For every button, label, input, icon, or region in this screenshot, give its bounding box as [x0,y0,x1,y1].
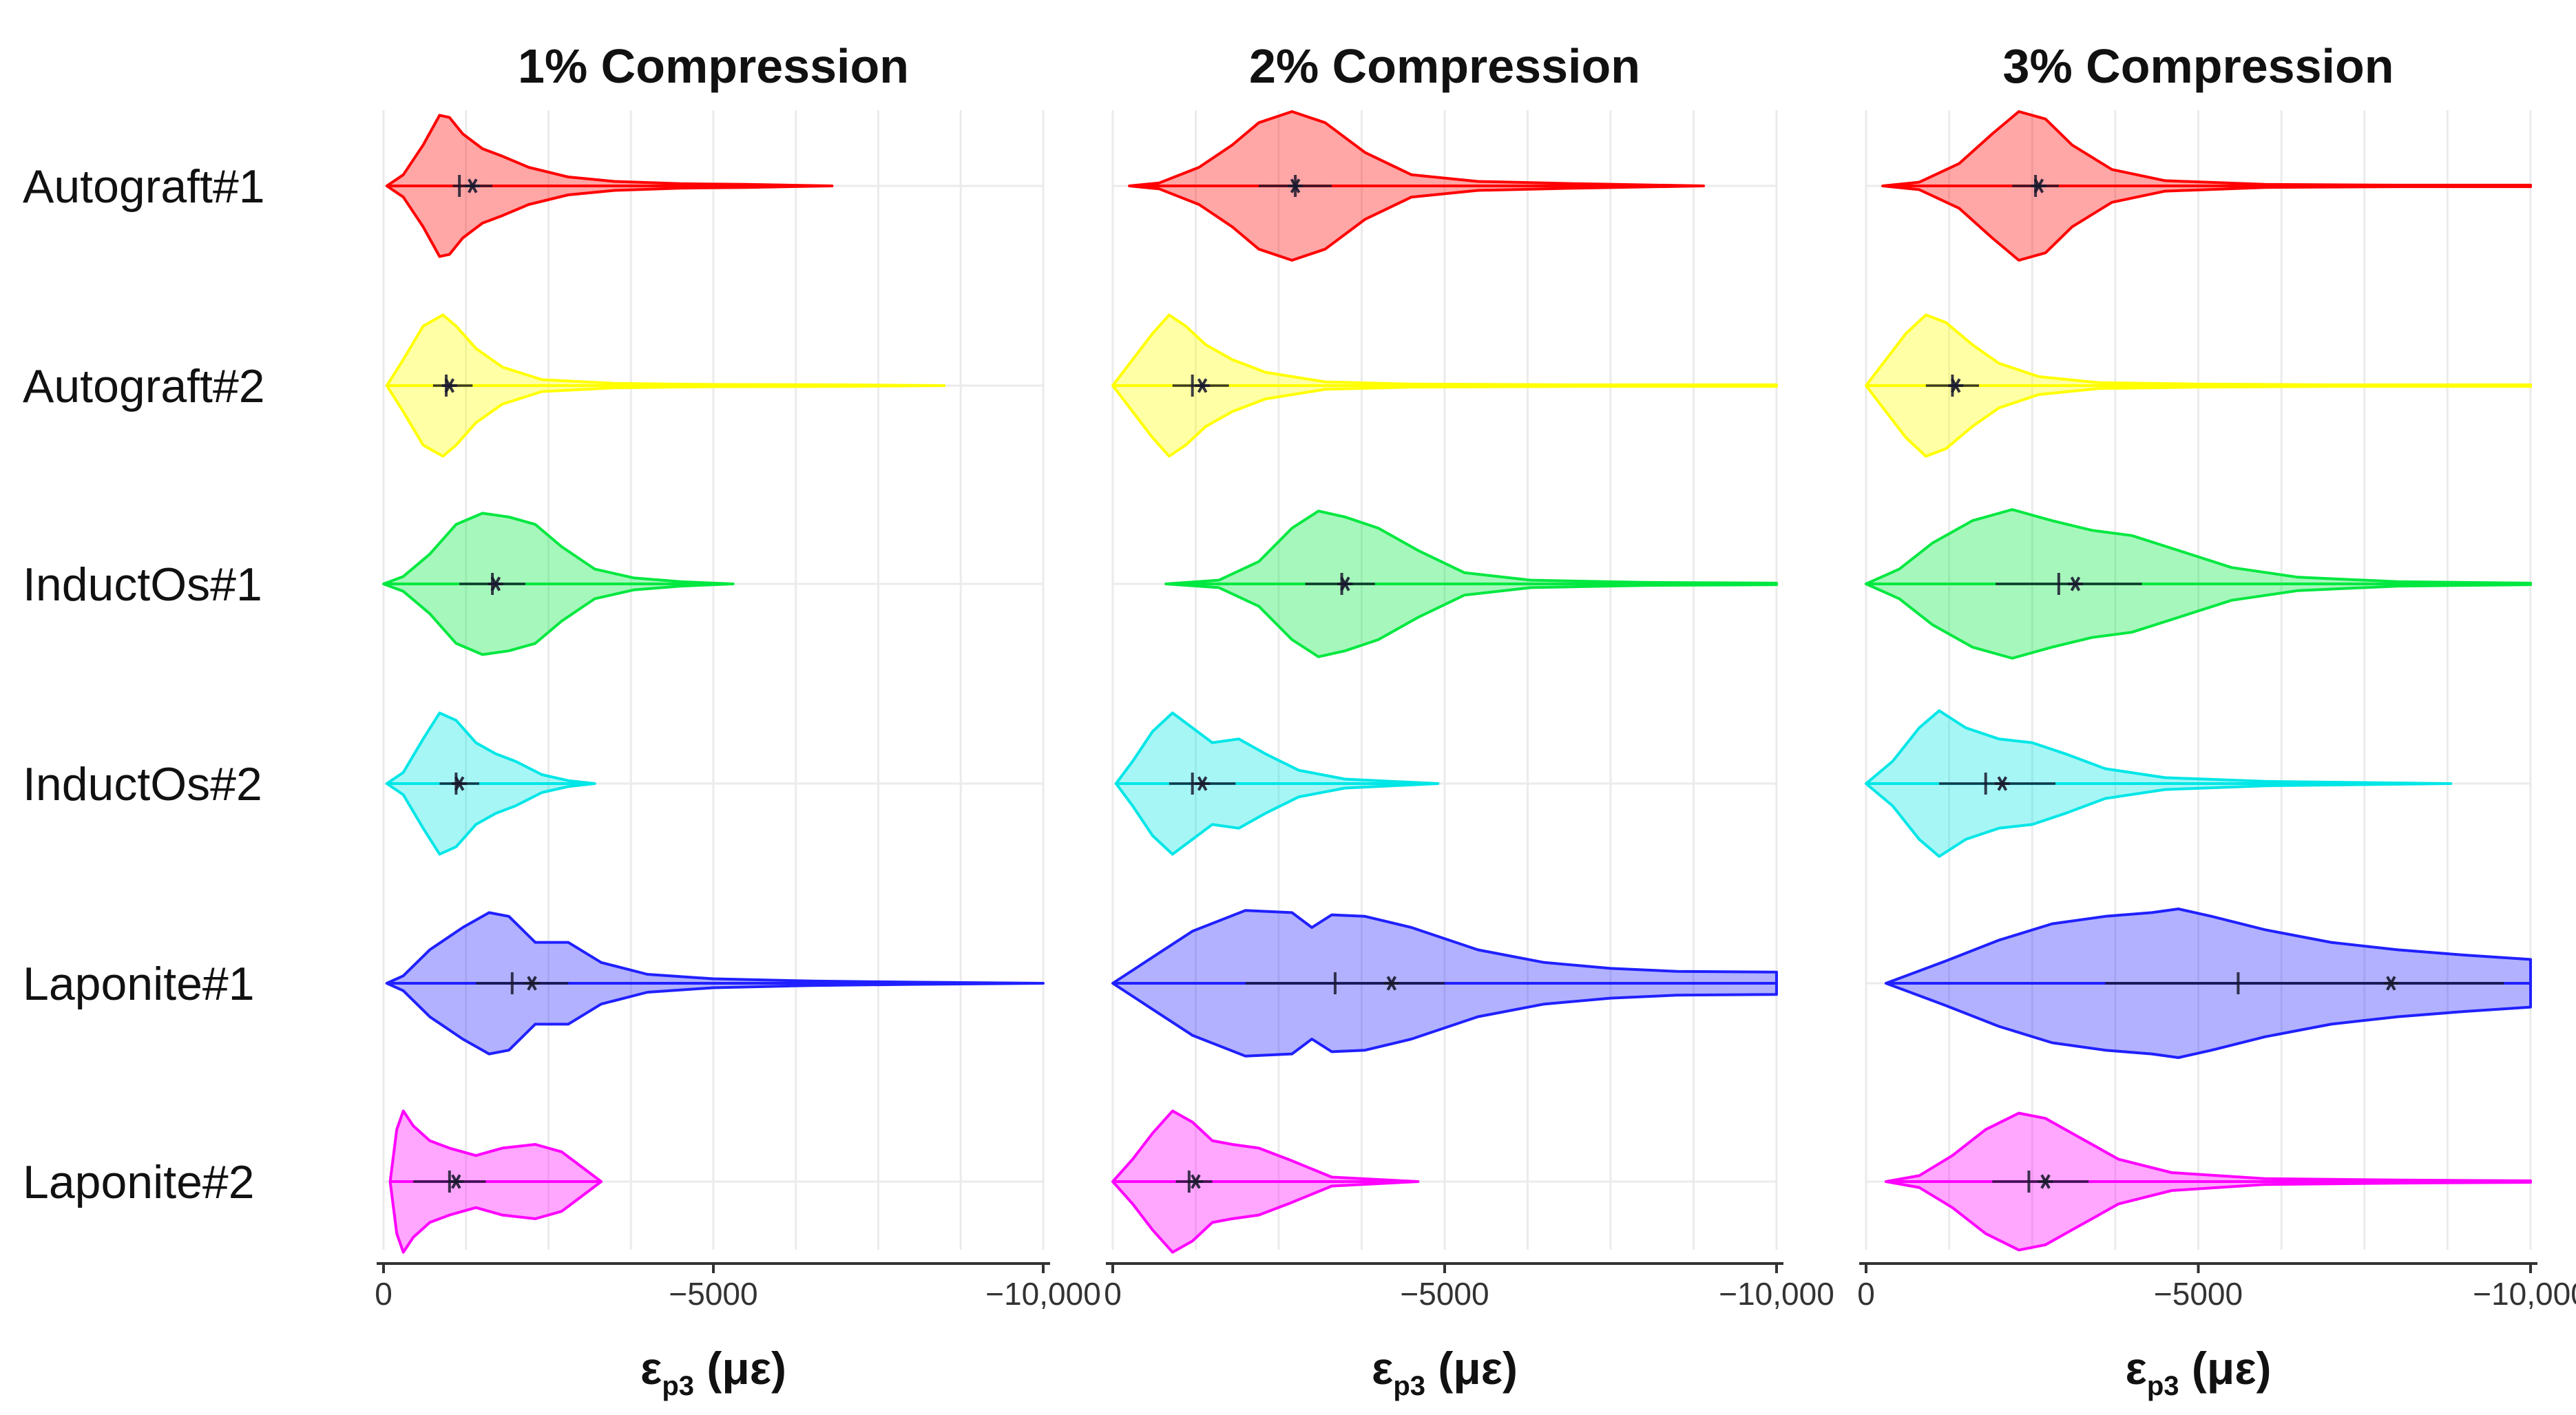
x-axis: 0 −5000 −10,000 [375,1262,1101,1312]
violin-laponite-2 [1884,1111,2532,1252]
mean-marker [488,576,503,591]
panel-3-compression: 3% Compression 0 −5000 −10,000 εp3 (με) [1857,39,2576,1401]
row-label-laponite-2: Laponite#2 [23,1156,255,1208]
violin-autograft-2 [1111,313,1778,458]
row-labels: Autograft#1 Autograft#2 InductOs#1 InductOs… [23,160,265,1208]
x-axis: 0 −5000 −10,000 [1857,1262,2576,1312]
x-tick-label: −10,000 [1719,1276,1834,1312]
panel-title: 3% Compression [2003,39,2394,93]
violin-autograft-1 [1881,110,2532,262]
mean-marker [2038,1174,2053,1189]
x-tick-label: −5000 [669,1276,757,1312]
row-label-laponite-1: Laponite#1 [23,958,255,1010]
violin-autograft-2 [385,313,946,458]
x-tick-label: −5000 [1400,1276,1489,1312]
mean-marker [1195,378,1211,393]
row-label-inductos-1: InductOs#1 [23,558,262,611]
mean-marker [2031,178,2046,193]
violin-autograft-1 [1128,110,1705,262]
x-tick-label: 0 [1857,1276,1875,1312]
mean-marker [2383,976,2399,991]
mean-marker [452,776,468,791]
violin-inductos-1 [1164,510,1778,658]
x-tick-label: 0 [1104,1276,1122,1312]
panel-title: 2% Compression [1249,39,1640,93]
x-tick-label: 0 [375,1276,392,1312]
mean-marker [441,378,457,393]
x-tick-label: −10,000 [2473,1276,2576,1312]
mean-marker [1288,178,1303,193]
x-axis-label: εp3 (με) [2125,1343,2271,1401]
x-axis-label: εp3 (με) [640,1343,786,1401]
violin-laponite-2 [388,1109,603,1254]
row-label-autograft-1: Autograft#1 [23,160,265,213]
row-label-autograft-2: Autograft#2 [23,360,265,412]
mean-marker [1188,1174,1204,1189]
violin-laponite-1 [385,911,1045,1056]
mean-marker [2067,576,2083,591]
mean-marker [1383,976,1399,991]
x-tick-label: −10,000 [985,1276,1101,1312]
violin-autograft-2 [1865,313,2532,458]
violin-laponite-2 [1111,1109,1420,1254]
mean-marker [524,976,540,991]
violin-autograft-1 [385,114,834,258]
violin-laponite-1 [1884,908,2532,1059]
violin-inductos-1 [1865,508,2532,660]
mean-marker [1948,378,1964,393]
panel-1-compression: 1% Compression 0 −5000 −10,000 εp3 (με) [375,39,1101,1401]
panel-title: 1% Compression [518,39,909,93]
panel-2-compression: 2% Compression 0 −5000 −10,000 εp3 (με) [1104,39,1834,1401]
mean-marker [1994,776,2010,791]
violin-inductos-2 [385,711,596,856]
violin-inductos-1 [382,512,735,656]
mean-marker [1337,576,1353,591]
row-label-inductos-2: InductOs#2 [23,758,262,810]
x-axis-label: εp3 (με) [1372,1343,1518,1401]
mean-marker [1195,776,1211,791]
violin-inductos-2 [1114,711,1440,856]
x-tick-label: −5000 [2154,1276,2243,1312]
mean-marker [448,1174,464,1189]
x-axis: 0 −5000 −10,000 [1104,1262,1834,1312]
violin-laponite-1 [1111,909,1778,1058]
mean-marker [465,178,481,193]
violin-inductos-2 [1865,709,2453,858]
